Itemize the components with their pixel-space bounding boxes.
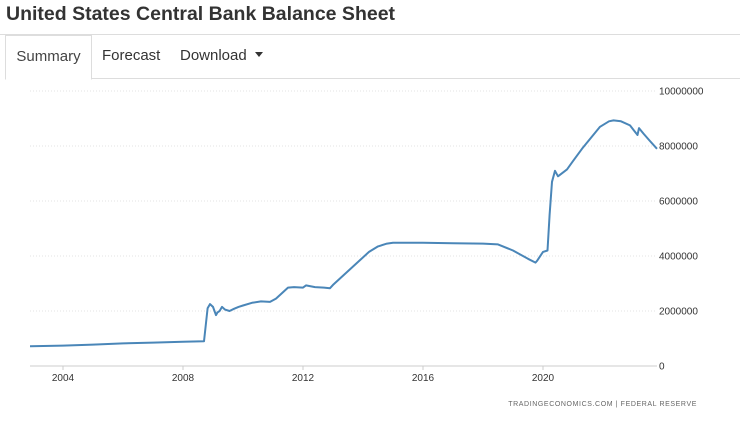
series-line xyxy=(29,119,658,348)
tab-download[interactable]: Download xyxy=(180,35,263,78)
x-tick-label: 2016 xyxy=(412,373,435,384)
x-tick-label: 2004 xyxy=(52,373,75,384)
y-tick-label: 0 xyxy=(659,362,665,373)
y-tick-label: 4000000 xyxy=(659,252,698,263)
chart-area: 0 2000000 4000000 6000000 8000000 10000000 20… xyxy=(0,80,740,429)
grid-lines xyxy=(30,90,657,367)
y-tick-label: 6000000 xyxy=(659,197,698,208)
y-tick-label: 10000000 xyxy=(659,87,704,98)
source-label: TRADINGECONOMICS.COM | FEDERAL RESERVE xyxy=(508,401,697,408)
tab-forecast[interactable]: Forecast xyxy=(102,47,161,64)
caret-down-icon xyxy=(254,51,263,57)
page-title: United States Central Bank Balance Sheet xyxy=(6,3,396,25)
y-axis-ticks: 0 2000000 4000000 6000000 8000000 10000000 xyxy=(659,87,704,373)
y-tick-label: 2000000 xyxy=(659,307,698,318)
tab-bar: Summary Forecast Download xyxy=(0,35,740,80)
x-tick-label: 2020 xyxy=(532,373,555,384)
tab-divider xyxy=(91,78,740,79)
balance-sheet-chart: 0 2000000 4000000 6000000 8000000 10000000 20… xyxy=(29,87,704,408)
x-tick-label: 2008 xyxy=(172,373,195,384)
tab-download-label: Download xyxy=(180,47,247,64)
title-divider xyxy=(0,34,740,35)
y-tick-label: 8000000 xyxy=(659,142,698,153)
x-axis-ticks: 2004 2008 2012 2016 2020 xyxy=(52,366,555,384)
x-tick-label: 2012 xyxy=(292,373,315,384)
tab-summary[interactable]: Summary xyxy=(5,35,92,80)
